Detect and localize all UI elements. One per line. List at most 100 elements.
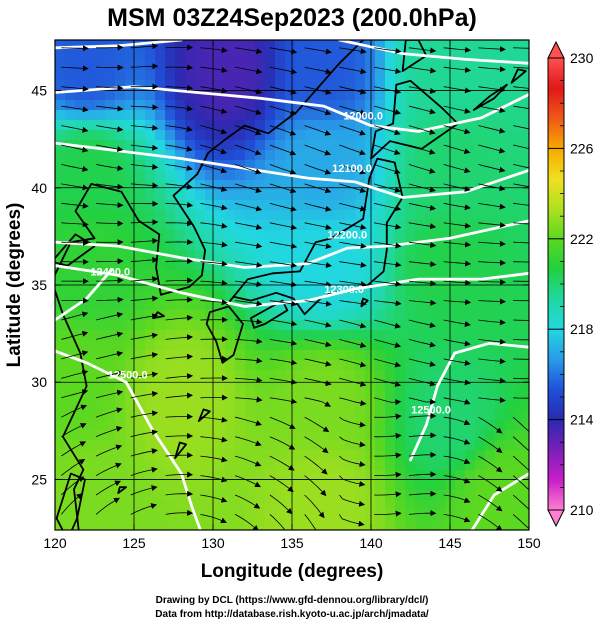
wind-streamline — [130, 200, 159, 207]
wind-streamline — [96, 220, 124, 227]
wind-streamline — [478, 475, 503, 492]
wind-streamline — [61, 85, 89, 92]
wind-streamline — [269, 475, 294, 493]
wind-streamline — [200, 202, 228, 211]
wind-streamline — [443, 222, 472, 229]
wind-streamline — [304, 144, 332, 156]
wind-streamline — [200, 164, 228, 174]
coast-ryukyu-2 — [197, 408, 211, 422]
wind-streamline — [304, 261, 332, 268]
wind-streamline — [165, 125, 193, 132]
coast-ryukyu-1 — [174, 441, 187, 459]
wind-streamline — [478, 298, 506, 305]
x-tick-label: 135 — [280, 535, 304, 551]
wind-streamline — [512, 494, 529, 516]
colorbar-tick-label: 226 — [570, 140, 594, 156]
wind-streamline — [304, 377, 332, 387]
wind-streamline — [443, 125, 471, 135]
y-tick-label: 45 — [31, 83, 47, 99]
wind-streamline — [304, 319, 332, 328]
wind-streamline — [96, 389, 124, 399]
wind-streamline — [512, 436, 529, 457]
wind-streamline — [130, 410, 159, 418]
colorbar-tick-label: 210 — [570, 502, 594, 518]
wind-streamline — [339, 66, 367, 75]
wind-streamline — [374, 222, 402, 230]
wind-streamline — [235, 396, 263, 403]
wind-streamline — [513, 339, 529, 341]
wind-streamline — [339, 397, 367, 407]
wind-streamline — [478, 66, 506, 73]
wind-streamline — [234, 164, 262, 175]
wind-streamline — [478, 358, 506, 365]
wind-streamline — [130, 63, 159, 70]
wind-streamline — [513, 105, 529, 110]
wind-streamline — [304, 494, 325, 519]
wind-streamline — [200, 514, 227, 524]
wind-streamline — [443, 202, 471, 211]
wind-streamline — [408, 125, 436, 135]
wind-streamline — [408, 412, 437, 419]
wind-streamline — [408, 105, 436, 115]
wind-streamline — [165, 84, 194, 91]
coast-kuril-1 — [472, 83, 508, 111]
wind-streamline — [304, 339, 332, 348]
wind-streamline — [269, 319, 298, 327]
wind-streamline — [339, 416, 366, 428]
wind-streamline — [165, 164, 193, 171]
wind-streamline — [96, 44, 124, 51]
wind-streamline — [443, 339, 471, 347]
wind-streamline — [478, 222, 506, 229]
wind-streamline — [130, 276, 159, 283]
wind-streamline — [61, 369, 89, 379]
wind-streamline — [304, 455, 328, 475]
wind-streamline — [304, 105, 332, 116]
wind-streamline — [165, 277, 194, 284]
wind-streamline — [96, 277, 124, 284]
wind-streamline — [304, 86, 332, 95]
wind-streamline — [408, 358, 436, 367]
wind-streamline — [130, 313, 159, 321]
x-tick-label: 125 — [122, 535, 146, 551]
wind-streamline — [61, 458, 86, 476]
wind-streamline — [374, 452, 402, 459]
wind-streamline — [234, 455, 262, 467]
wind-streamline — [339, 202, 367, 212]
wind-streamline — [165, 220, 194, 227]
wind-streamline — [95, 444, 123, 457]
x-tick-label: 145 — [438, 535, 462, 551]
y-tick-label: 40 — [31, 180, 47, 196]
wind-streamline — [234, 125, 262, 136]
wind-streamline — [304, 125, 332, 136]
wind-streamline — [61, 221, 89, 228]
wind-streamline — [478, 183, 506, 192]
wind-streamline — [304, 280, 332, 288]
wind-streamline — [374, 66, 402, 74]
wind-streamline — [234, 144, 262, 156]
wind-streamline — [269, 202, 297, 212]
wind-streamline — [235, 338, 263, 345]
wind-streamline — [269, 377, 298, 385]
wind-streamline — [130, 144, 159, 151]
wind-streamline — [513, 125, 529, 130]
wind-streamline — [374, 183, 401, 193]
wind-streamline — [304, 358, 332, 367]
wind-streamline — [339, 183, 367, 194]
wind-streamline — [443, 164, 471, 174]
wind-streamline — [339, 144, 366, 156]
coast-kyushu — [205, 305, 244, 364]
contour-label: 12000.0 — [343, 111, 383, 123]
wind-streamline — [339, 105, 367, 116]
wind-streamline — [130, 352, 159, 360]
wind-streamline — [304, 47, 332, 55]
wind-streamline — [130, 295, 159, 302]
coast-sakhalin — [401, 40, 428, 72]
wind-streamline — [200, 86, 228, 94]
wind-streamline — [200, 279, 228, 286]
wind-streamline — [200, 222, 228, 229]
wind-streamline — [200, 144, 228, 155]
wind-streamline — [61, 144, 89, 153]
coast-asia-mainland — [55, 40, 364, 530]
wind-streamline — [234, 475, 261, 488]
